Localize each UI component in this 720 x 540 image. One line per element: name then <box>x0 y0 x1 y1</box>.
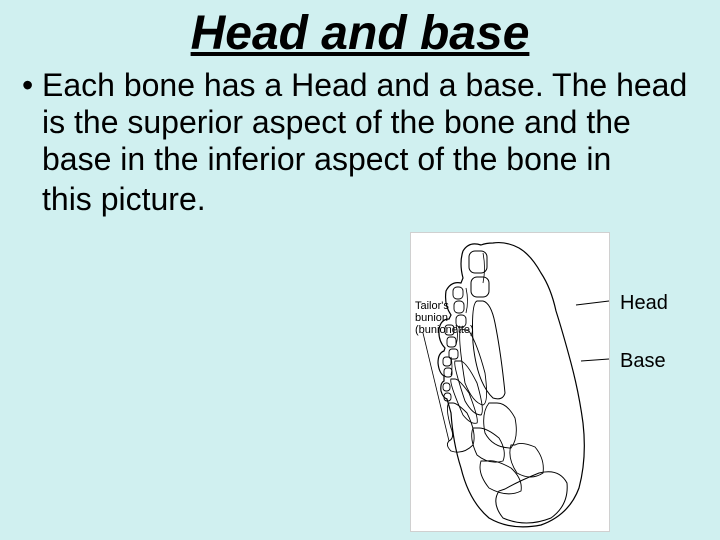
slide-title: Head and base <box>0 0 720 63</box>
paragraph-1: Each bone has a Head and a base. The hea… <box>42 67 702 177</box>
paragraph-2: this picture. <box>42 181 702 218</box>
annotation-line-2: bunion <box>415 313 448 324</box>
bullet-marker: • <box>22 67 42 177</box>
annotation-line-3: (bunionette) <box>415 325 474 336</box>
annotation-line-1: Tailor's <box>415 301 449 312</box>
body-text: • Each bone has a Head and a base. The h… <box>0 63 720 218</box>
foot-diagram: Tailor's bunion (bunionette) <box>410 232 610 532</box>
label-base: Base <box>620 350 666 373</box>
label-head: Head <box>620 292 668 315</box>
